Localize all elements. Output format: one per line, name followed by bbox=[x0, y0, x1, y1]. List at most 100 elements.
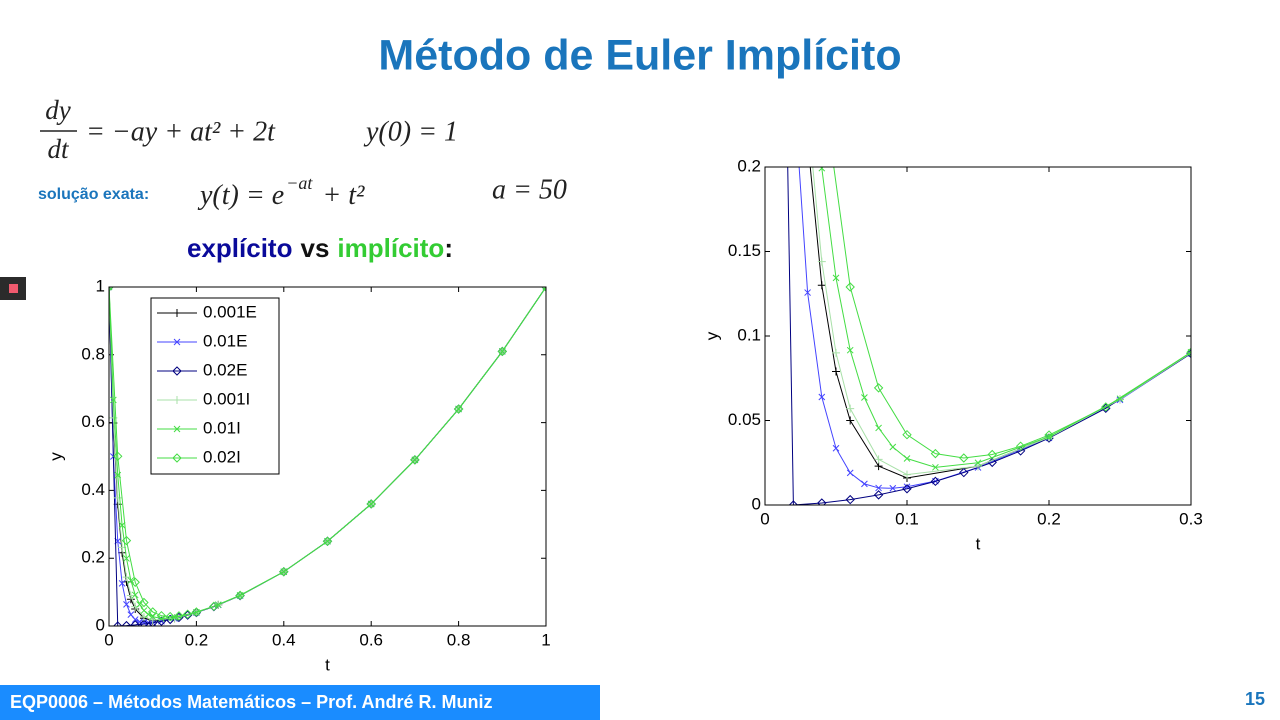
plot-lines bbox=[787, 167, 1191, 505]
x-tick-label: 0.6 bbox=[359, 630, 383, 649]
marker-diamond bbox=[147, 618, 158, 626]
marker-diamond bbox=[156, 610, 167, 621]
implicit-word: implícito bbox=[337, 233, 444, 263]
legend-label: 0.01I bbox=[203, 418, 241, 437]
marker-x bbox=[974, 459, 982, 467]
y-tick-label: 0 bbox=[96, 615, 105, 634]
marker-plus bbox=[974, 462, 982, 471]
plot-area bbox=[765, 167, 1191, 505]
marker-diamond bbox=[165, 611, 175, 622]
marker-x bbox=[1045, 433, 1053, 441]
marker-diamond bbox=[139, 619, 149, 626]
slide-title: Método de Euler Implícito bbox=[378, 31, 901, 79]
marker-diamond bbox=[139, 597, 149, 608]
legend-label: 0.02I bbox=[203, 447, 241, 466]
marker-x bbox=[889, 484, 897, 492]
marker-x bbox=[875, 484, 882, 492]
marker-x bbox=[123, 600, 130, 608]
vs-word: vs bbox=[300, 233, 329, 263]
marker-x bbox=[846, 469, 854, 477]
series-line bbox=[798, 167, 1191, 489]
marker-plus bbox=[832, 367, 840, 376]
marker-diamond bbox=[1101, 402, 1111, 412]
footer-bar bbox=[0, 685, 600, 720]
plot-frame bbox=[764, 166, 1192, 506]
y-tick-label: 0.1 bbox=[737, 325, 761, 344]
plot-frame bbox=[108, 286, 547, 627]
y-tick-label: 0.05 bbox=[728, 410, 761, 429]
y-tick-label: 0.8 bbox=[81, 344, 105, 363]
series-line bbox=[821, 167, 1191, 468]
marker-diamond bbox=[172, 366, 182, 376]
colon: : bbox=[444, 233, 453, 263]
footer-text: EQP0006 – Métodos Matemáticos – Prof. An… bbox=[10, 692, 492, 712]
marker-x bbox=[144, 611, 152, 618]
marker-diamond bbox=[121, 535, 132, 546]
y-tick-label: 0.6 bbox=[81, 412, 105, 431]
marker-diamond bbox=[209, 601, 219, 612]
exact-exponent: −at bbox=[286, 173, 313, 193]
marker-x bbox=[173, 338, 181, 346]
x-tick-label: 0.3 bbox=[1179, 509, 1203, 528]
marker-x bbox=[861, 394, 868, 401]
x-tick-label: 0.8 bbox=[447, 630, 471, 649]
marker-diamond bbox=[987, 449, 997, 460]
marker-plus bbox=[173, 309, 181, 317]
marker-plus bbox=[832, 348, 840, 357]
marker-x bbox=[118, 521, 126, 529]
marker-plus bbox=[874, 455, 883, 464]
marker-plus bbox=[113, 493, 122, 502]
marker-diamond bbox=[1186, 348, 1191, 359]
marker-diamond bbox=[410, 455, 420, 465]
marker-x bbox=[149, 613, 157, 621]
y-tick-label: 0 bbox=[752, 494, 761, 513]
marker-x bbox=[136, 601, 143, 608]
marker-plus bbox=[846, 404, 855, 413]
legend-label: 0.02E bbox=[203, 360, 247, 379]
marker-diamond bbox=[902, 429, 912, 440]
marker-x bbox=[832, 274, 840, 282]
exact-label: solução exata: bbox=[38, 186, 149, 203]
y-tick-label: 1 bbox=[96, 276, 105, 295]
marker-diamond bbox=[130, 620, 140, 626]
marker-plus bbox=[874, 462, 883, 471]
marker-diamond bbox=[453, 404, 464, 414]
marker-x bbox=[123, 555, 130, 562]
marker-plus bbox=[817, 257, 826, 266]
x-axis-label: t bbox=[325, 655, 330, 674]
legend-label: 0.001E bbox=[203, 302, 257, 321]
x-tick-label: 0.4 bbox=[272, 630, 296, 649]
marker-diamond bbox=[959, 453, 969, 463]
eq-denominator: dt bbox=[47, 134, 70, 164]
series-line bbox=[833, 167, 1191, 459]
marker-x bbox=[932, 463, 939, 471]
marker-plus bbox=[817, 281, 826, 290]
marker-x bbox=[158, 615, 165, 622]
x-tick-label: 0.2 bbox=[185, 630, 209, 649]
marker-x bbox=[832, 444, 840, 452]
marker-diamond bbox=[121, 620, 132, 626]
marker-x bbox=[875, 424, 882, 432]
x-tick-label: 0.2 bbox=[1037, 509, 1061, 528]
marker-diamond bbox=[930, 476, 941, 487]
marker-plus bbox=[122, 573, 131, 582]
marker-diamond bbox=[172, 453, 182, 463]
side-icon-dot bbox=[9, 284, 18, 293]
legend-box bbox=[150, 297, 280, 475]
marker-diamond bbox=[845, 494, 855, 505]
marker-diamond bbox=[130, 577, 140, 587]
x-tick-label: 0 bbox=[760, 509, 769, 528]
marker-diamond bbox=[147, 607, 158, 617]
marker-diamond bbox=[497, 346, 508, 357]
marker-x bbox=[846, 346, 854, 354]
explicit-word: explícito bbox=[187, 233, 292, 263]
marker-diamond bbox=[1015, 441, 1026, 451]
marker-x bbox=[861, 480, 868, 488]
marker-diamond bbox=[1044, 430, 1054, 440]
marker-diamond bbox=[191, 607, 202, 617]
marker-plus bbox=[126, 591, 135, 600]
plot-lines bbox=[109, 287, 546, 626]
marker-diamond bbox=[959, 467, 969, 478]
y-axis-label: y bbox=[46, 452, 65, 461]
